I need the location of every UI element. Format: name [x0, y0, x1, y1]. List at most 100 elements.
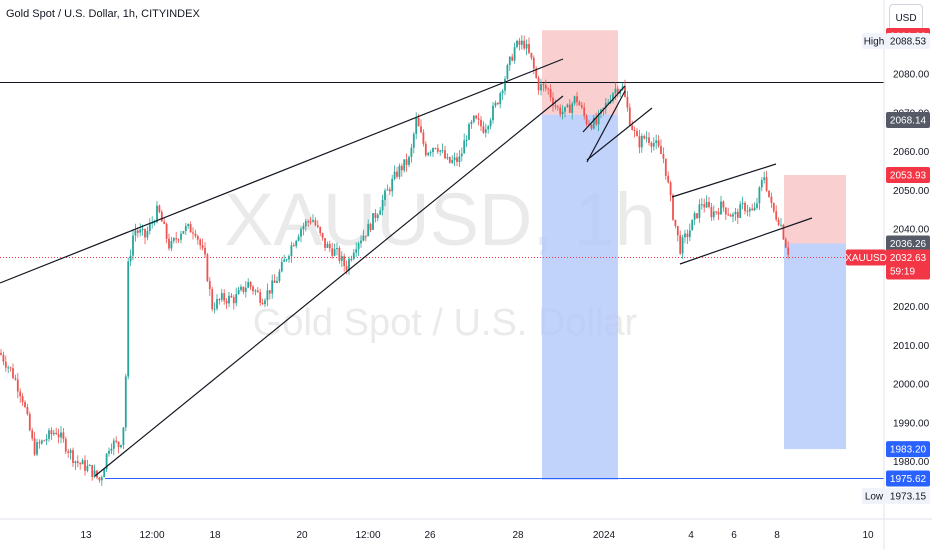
candle-body: [528, 43, 530, 53]
target-level-tag: 1983.20: [890, 445, 927, 456]
candle-body: [729, 214, 732, 217]
time-tick-label: 18: [209, 530, 221, 541]
candle-body: [482, 126, 485, 133]
rising-wedge-upper-line[interactable]: [0, 58, 564, 284]
candle-body: [544, 85, 547, 89]
candle-body: [43, 440, 46, 442]
candle-body: [492, 105, 494, 121]
candle-body: [417, 118, 420, 127]
chart-title: Gold Spot / U.S. Dollar, 1h, CITYINDEX: [6, 8, 200, 20]
candle-body: [362, 235, 365, 241]
candle-body: [364, 235, 367, 237]
candle-body: [681, 237, 684, 254]
candle-body: [420, 126, 422, 133]
candle-body: [542, 84, 545, 86]
candle-body: [237, 289, 240, 295]
candle-body: [86, 465, 89, 471]
candle-body: [165, 223, 168, 239]
candle-body: [672, 195, 674, 220]
candle-body: [717, 211, 720, 215]
candle-body: [432, 148, 434, 153]
candle-body: [751, 208, 754, 211]
candle-body: [24, 402, 26, 408]
candle-body: [232, 297, 235, 304]
candle-body: [530, 52, 533, 58]
candle-body: [513, 47, 516, 61]
candle-body: [381, 199, 384, 211]
candle-body: [21, 396, 24, 403]
candle-body: [180, 233, 182, 240]
position1-stop-zone[interactable]: [542, 30, 618, 115]
candle-body: [16, 379, 19, 392]
flag-upper-line[interactable]: [582, 85, 626, 133]
rising-wedge-lower-line[interactable]: [94, 95, 564, 477]
price-tick-label: 2020.00: [893, 302, 930, 313]
candle-body: [520, 40, 523, 45]
candle-body: [52, 432, 55, 435]
candle-body: [576, 96, 578, 103]
candle-body: [201, 245, 204, 248]
candle-body: [280, 261, 283, 272]
candle-body: [290, 245, 293, 257]
candle-body: [127, 261, 130, 377]
candle-body: [640, 136, 643, 148]
candle-body: [703, 204, 706, 208]
candle-body: [720, 201, 722, 215]
candle-body: [422, 132, 425, 144]
candle-body: [108, 450, 110, 454]
candle-body: [715, 211, 718, 213]
candle-body: [508, 56, 511, 66]
candle-body: [540, 84, 542, 91]
candle-body: [266, 290, 269, 301]
candle-body: [410, 147, 413, 157]
candle-body: [693, 213, 696, 220]
price-tick-label: 2080.00: [893, 70, 930, 81]
support-level-tag-bg: [886, 470, 930, 487]
candle-body: [489, 120, 492, 127]
high-value-tag-bg: [886, 32, 930, 49]
channel-upper-line[interactable]: [671, 163, 777, 198]
candle-body: [710, 207, 713, 218]
time-axis[interactable]: 13 12:00 18 20 12:00 26 28 2024 4 6 8 10: [80, 530, 874, 541]
candle-body: [240, 286, 242, 290]
candle-body: [552, 97, 554, 106]
candle-body: [631, 125, 634, 130]
candle-body: [31, 430, 34, 439]
candle-body: [136, 230, 139, 233]
candle-body: [175, 238, 178, 240]
candle-body: [252, 286, 254, 292]
current-price-bg: [886, 249, 930, 280]
channel-lower-line[interactable]: [679, 217, 813, 265]
flag-lower-line[interactable]: [586, 90, 626, 163]
stop-level-tag: 2053.93: [890, 171, 927, 182]
position2-target-zone[interactable]: [784, 243, 846, 450]
position2-stop-zone[interactable]: [784, 175, 846, 244]
candle-body: [439, 150, 442, 152]
flag-breakout-line[interactable]: [586, 107, 653, 161]
candle-body: [523, 40, 526, 49]
candle-body: [285, 259, 288, 261]
candle-body: [436, 148, 439, 152]
candle-body: [535, 68, 538, 78]
time-tick-label: 10: [862, 530, 874, 541]
candle-body: [676, 225, 679, 236]
candle-body: [216, 299, 218, 309]
candle-body: [477, 118, 480, 120]
candle-body: [674, 219, 677, 226]
candle-body: [698, 204, 701, 219]
candle-body: [295, 240, 298, 247]
candle-body: [331, 248, 334, 256]
price-tick-label: 2040.00: [893, 225, 930, 236]
high-label-tag-bg: [862, 32, 886, 49]
candle-body: [547, 88, 550, 90]
candle-body: [235, 294, 238, 304]
position1-target-zone[interactable]: [542, 114, 618, 480]
candle-body: [393, 171, 396, 179]
candle-body: [369, 224, 372, 230]
candle-body: [340, 256, 343, 261]
candle-body: [460, 153, 463, 157]
candle-body: [650, 143, 653, 147]
candle-body: [782, 224, 785, 240]
candle-body: [470, 121, 473, 125]
